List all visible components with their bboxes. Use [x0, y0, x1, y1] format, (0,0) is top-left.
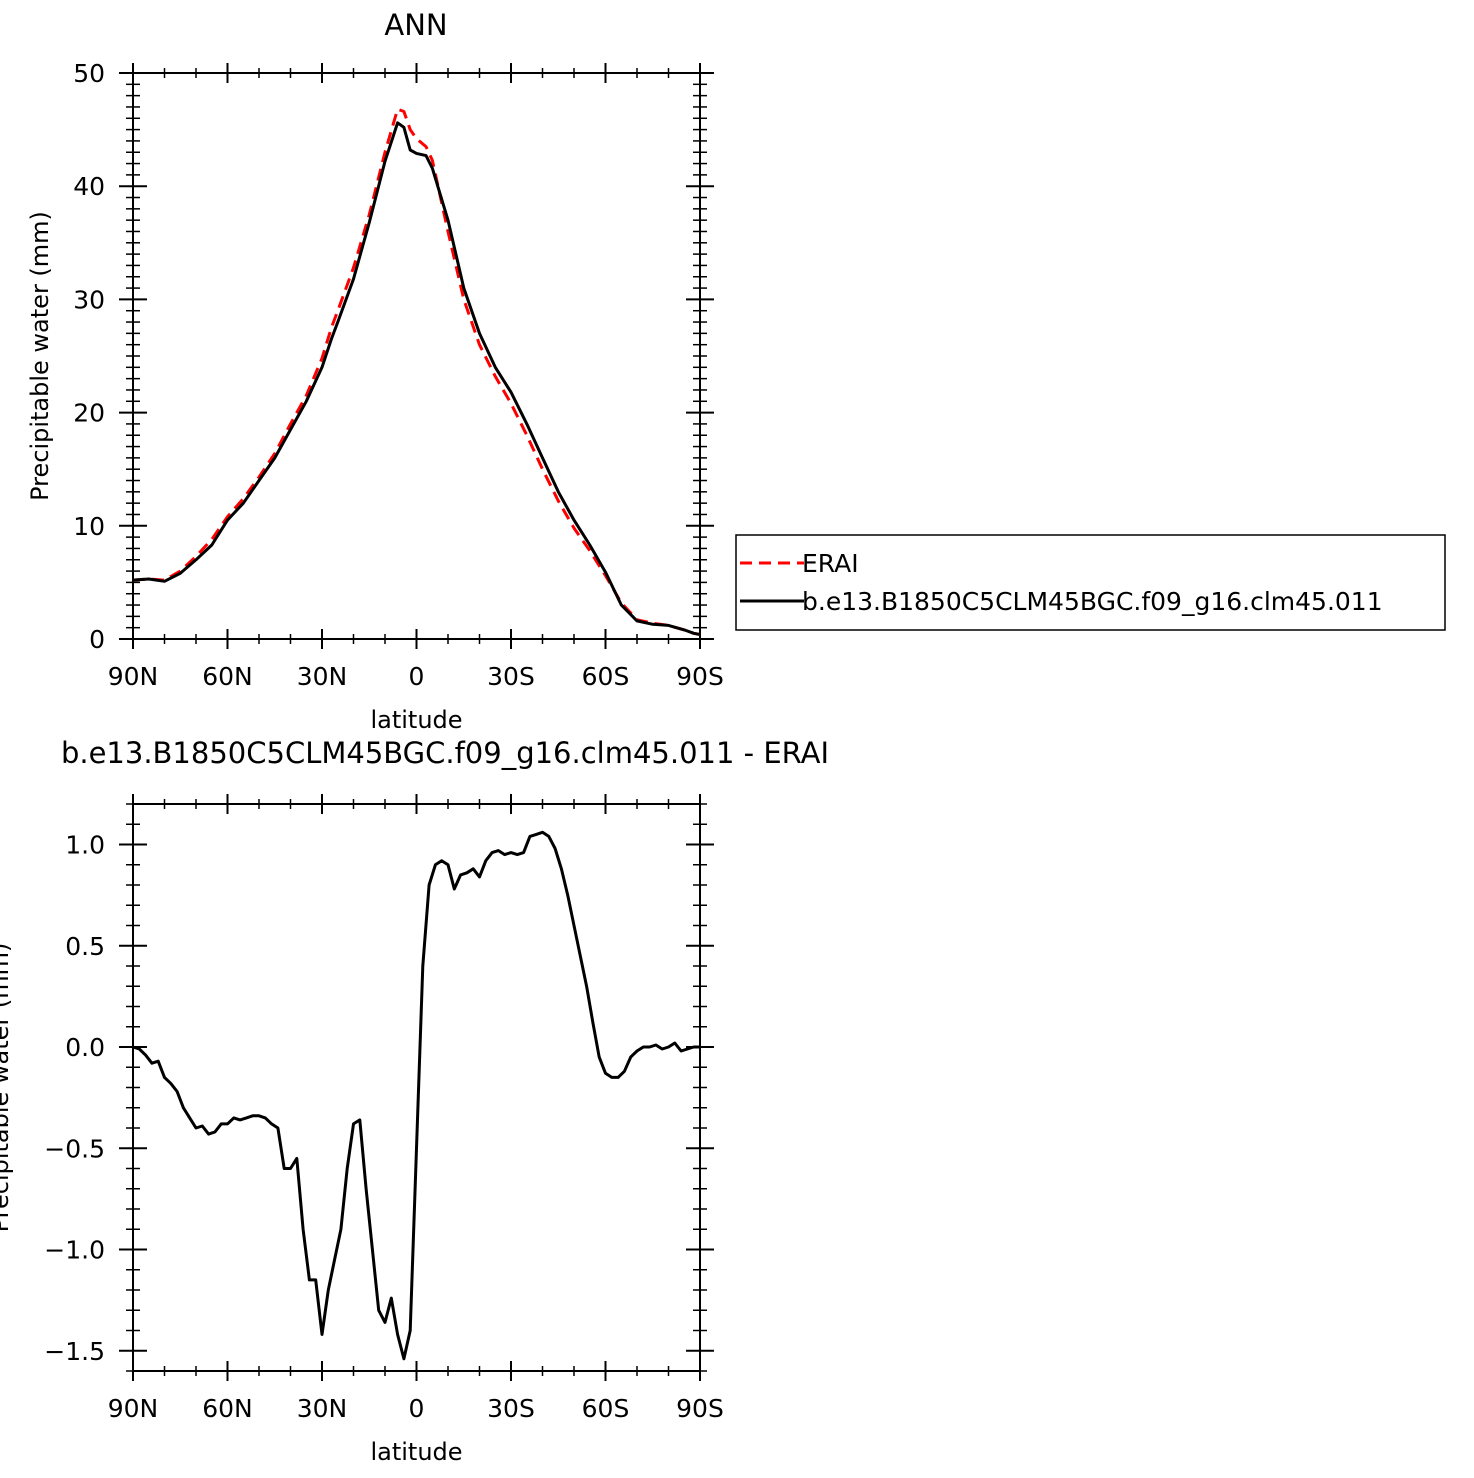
top-panel: 90N 60N 30N 0 30S 60S 90S 0 10 20 30 40 50 ANN latitud…	[26, 8, 724, 734]
x-tick-label: 30N	[297, 662, 348, 691]
y-tick-label: 10	[73, 512, 105, 541]
y-tick-label: 40	[73, 172, 105, 201]
x-tick-label: 90S	[676, 662, 724, 691]
x-tick-label: 30S	[487, 1394, 535, 1423]
x-tick-label: 60N	[202, 1394, 253, 1423]
chart-title: b.e13.B1850C5CLM45BGC.f09_g16.clm45.011 …	[61, 736, 829, 770]
x-axis-label: latitude	[370, 1438, 462, 1466]
x-tick-label: 0	[409, 662, 425, 691]
y-axis-label: Precipitable water (mm)	[26, 211, 54, 501]
bottom-panel: 90N 60N 30N 0 30S 60S 90S 1.0 0.5 0.0 −0.5 −1.0 −1.5…	[0, 736, 829, 1466]
x-tick-label: 30S	[487, 662, 535, 691]
x-tick-label: 90S	[676, 1394, 724, 1423]
series-line-0	[132, 107, 701, 636]
legend-label: b.e13.B1850C5CLM45BGC.f09_g16.clm45.011	[802, 587, 1383, 616]
y-tick-label: −0.5	[44, 1134, 105, 1163]
y-tick-label: 50	[73, 59, 105, 88]
x-tick-label: 30N	[297, 1394, 348, 1423]
series-line-1	[132, 121, 701, 636]
y-tick-label: 0.0	[65, 1033, 105, 1062]
y-tick-label: 0	[89, 625, 105, 654]
x-axis-label: latitude	[370, 706, 462, 734]
plot-frame	[132, 803, 701, 1372]
chart-title: ANN	[384, 8, 447, 42]
y-tick-label: −1.5	[44, 1337, 105, 1366]
y-tick-label: −1.0	[44, 1236, 105, 1265]
y-tick-label: 20	[73, 399, 105, 428]
y-tick-label: 0.5	[65, 932, 105, 961]
plot-frame	[132, 72, 701, 640]
x-tick-label: 60N	[202, 662, 253, 691]
x-tick-label: 60S	[582, 662, 630, 691]
x-tick-label: 0	[409, 1394, 425, 1423]
legend-box	[735, 534, 1446, 631]
y-axis-label: Precipitable water (mm)	[0, 943, 14, 1233]
x-tick-label: 60S	[582, 1394, 630, 1423]
y-tick-label: 30	[73, 285, 105, 314]
legend: ERAI b.e13.B1850C5CLM45BGC.f09_g16.clm45.…	[735, 534, 1446, 631]
x-tick-label: 90N	[108, 662, 159, 691]
series-line-0	[132, 830, 700, 1361]
legend-label: ERAI	[802, 549, 859, 578]
y-tick-label: 1.0	[65, 831, 105, 860]
x-tick-label: 90N	[108, 1394, 159, 1423]
